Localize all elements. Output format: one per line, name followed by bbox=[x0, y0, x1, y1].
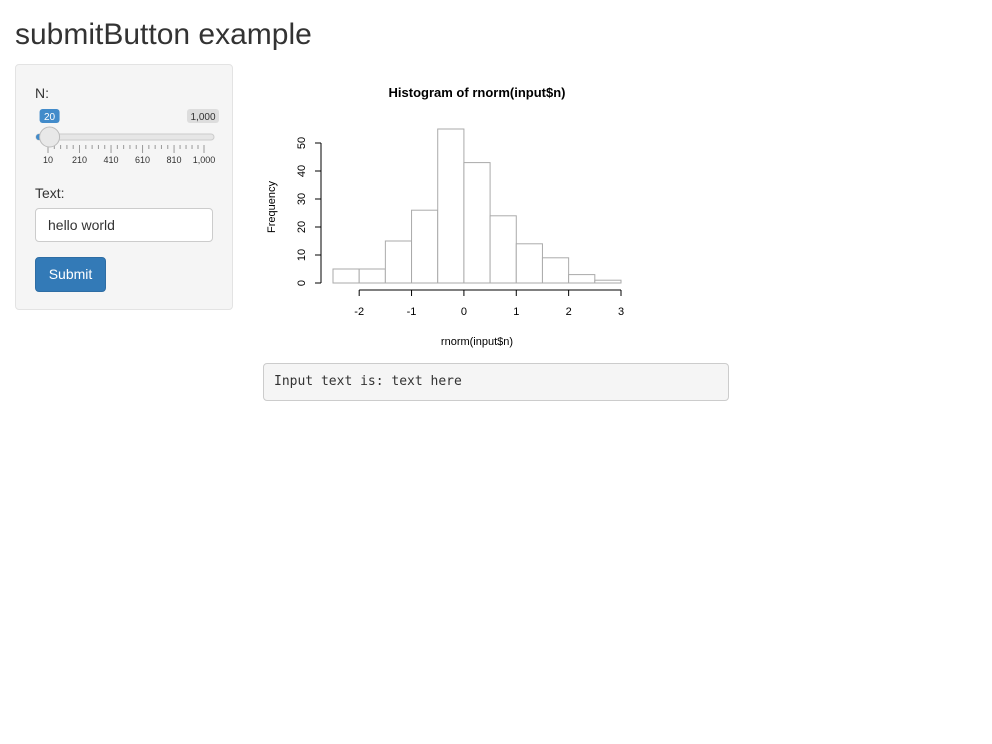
bar bbox=[437, 128, 465, 284]
y-tick-label: 0 bbox=[296, 280, 308, 286]
x-tick-label: 3 bbox=[618, 306, 624, 318]
slider-label: N: bbox=[35, 85, 49, 101]
bar bbox=[463, 162, 491, 284]
slider-value-label: 20 bbox=[44, 112, 56, 123]
x-tick-label: 0 bbox=[461, 306, 467, 318]
x-tick-label: -1 bbox=[407, 306, 417, 318]
slider-tick-label: 10 bbox=[43, 155, 53, 165]
submit-button[interactable]: Submit bbox=[35, 257, 106, 292]
bar bbox=[594, 279, 622, 284]
slider-max-badge bbox=[187, 109, 219, 123]
slider-tick-label: 210 bbox=[72, 155, 87, 165]
x-axis-label: rnorm(input$n) bbox=[441, 336, 513, 348]
text-input[interactable]: hello world bbox=[35, 208, 213, 242]
bar bbox=[489, 215, 517, 284]
x-tick-label: 1 bbox=[513, 306, 519, 318]
bar bbox=[332, 268, 360, 284]
bar bbox=[384, 240, 413, 284]
y-tick-label: 50 bbox=[296, 137, 308, 149]
x-tick-label: 2 bbox=[566, 306, 572, 318]
chart-title: Histogram of rnorm(input$n) bbox=[389, 85, 566, 100]
bar bbox=[515, 243, 543, 284]
bar bbox=[541, 257, 570, 284]
y-tick-label: 20 bbox=[296, 221, 308, 233]
page-title: submitButton example bbox=[15, 18, 312, 51]
text-input-label: Text: bbox=[35, 185, 65, 201]
slider-handle[interactable] bbox=[39, 126, 61, 148]
y-tick-label: 40 bbox=[296, 165, 308, 177]
slider-tick-label: 810 bbox=[167, 155, 182, 165]
slider[interactable]: 10 210 410 610 810 1,000 1,000 20 bbox=[16, 105, 232, 175]
text-output: Input text is: text here bbox=[263, 363, 729, 401]
bar bbox=[411, 209, 439, 284]
slider-tick-label: 410 bbox=[104, 155, 119, 165]
slider-value-badge bbox=[39, 109, 60, 123]
y-axis-label: Frequency bbox=[266, 181, 278, 233]
y-tick-label: 10 bbox=[296, 249, 308, 261]
slider-track bbox=[35, 133, 215, 141]
slider-tick-label: 610 bbox=[135, 155, 150, 165]
sidebar: N: 10 210 410 610 810 1,000 1,000 20 Text: hell… bbox=[15, 64, 233, 310]
y-tick-label: 30 bbox=[296, 193, 308, 205]
slider-tick-label: 1,000 bbox=[193, 155, 216, 165]
slider-max-label: 1,000 bbox=[190, 112, 215, 123]
bar bbox=[358, 268, 386, 284]
x-tick-label: -2 bbox=[354, 306, 364, 318]
bar bbox=[568, 274, 596, 284]
histogram: Histogram of rnorm(input$n)-2 -1 0 1 2 301020… bbox=[266, 85, 624, 348]
